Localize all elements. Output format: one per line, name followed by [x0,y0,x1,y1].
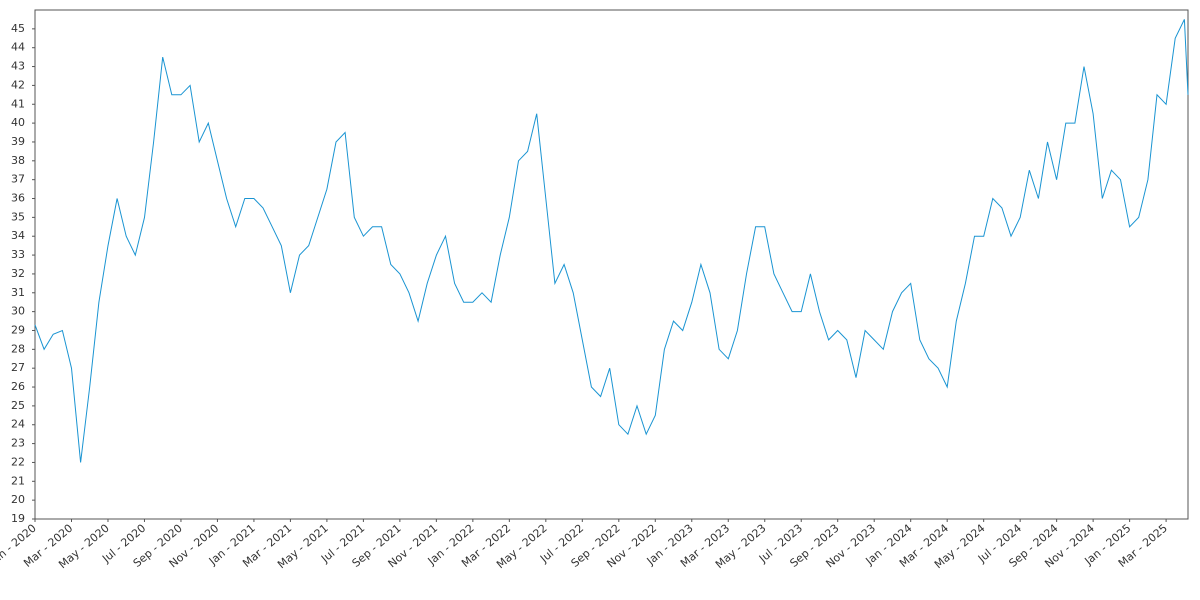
y-tick-label: 30 [11,305,25,318]
y-tick-label: 22 [11,455,25,468]
y-tick-label: 45 [11,22,25,35]
y-tick-label: 42 [11,78,25,91]
y-tick-label: 36 [11,192,25,205]
y-tick-label: 19 [11,512,25,525]
y-tick-label: 28 [11,342,25,355]
y-tick-label: 29 [11,323,25,336]
y-tick-label: 37 [11,173,25,186]
y-tick-label: 20 [11,493,25,506]
y-tick-label: 34 [11,229,25,242]
y-tick-label: 24 [11,418,25,431]
y-tick-label: 23 [11,437,25,450]
y-tick-label: 32 [11,267,25,280]
y-tick-label: 26 [11,380,25,393]
y-tick-label: 38 [11,154,25,167]
y-tick-label: 25 [11,399,25,412]
y-tick-label: 35 [11,210,25,223]
y-tick-label: 33 [11,248,25,261]
y-tick-label: 21 [11,474,25,487]
y-tick-label: 27 [11,361,25,374]
y-tick-label: 44 [11,41,25,54]
y-tick-label: 39 [11,135,25,148]
plot-area [34,9,1189,520]
y-tick-label: 41 [11,97,25,110]
y-tick-label: 40 [11,116,25,129]
y-tick-label: 43 [11,60,25,73]
line-series [34,19,1189,463]
y-tick-label: 31 [11,286,25,299]
